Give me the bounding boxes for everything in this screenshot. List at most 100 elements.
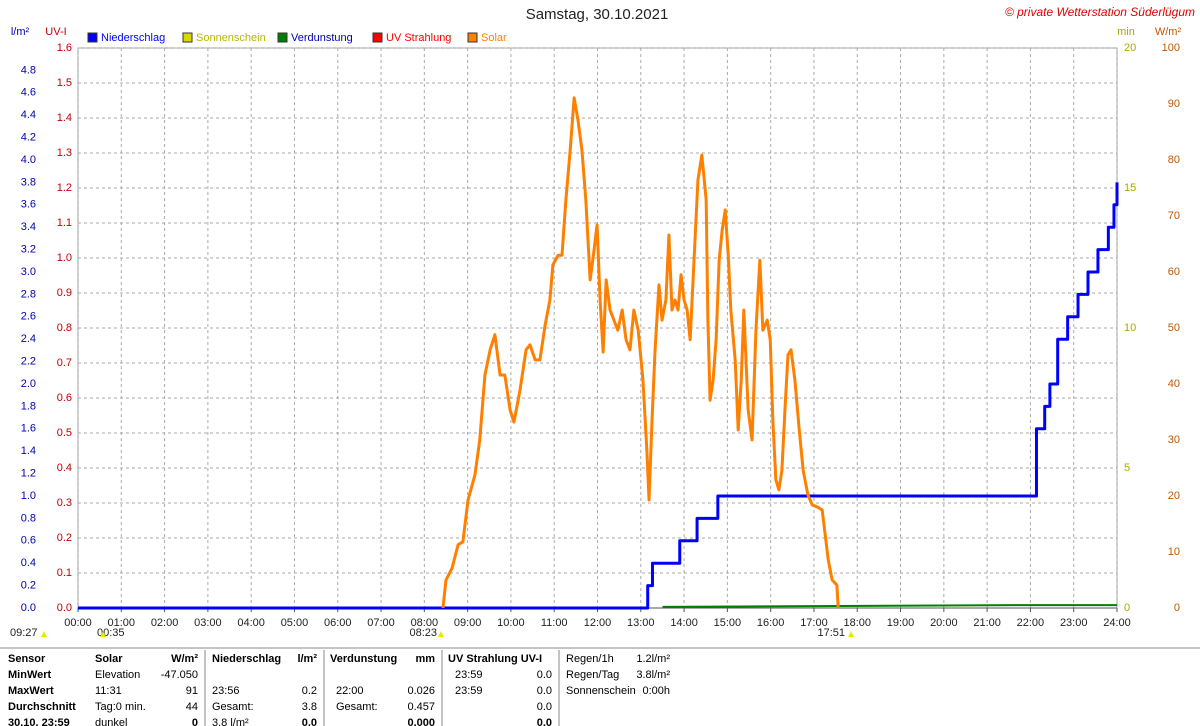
table-header: Sensor — [8, 653, 46, 665]
legend-label: Niederschlag — [101, 32, 165, 44]
y-tick-label: 60 — [1168, 266, 1180, 278]
y-tick-label: 1.4 — [57, 112, 72, 124]
table-cell: MinWert — [8, 669, 52, 681]
y-tick-label: 1.2 — [21, 468, 36, 480]
side-label: Regen/1h — [566, 653, 614, 665]
side-label: Sonnenschein — [566, 685, 636, 697]
x-tick-label: 03:00 — [194, 617, 222, 629]
axis-unit: W/m² — [1155, 26, 1182, 38]
y-tick-label: 0.0 — [21, 602, 36, 614]
legend-label: Solar — [481, 32, 507, 44]
time-annotation: 00:35 — [97, 627, 125, 639]
x-tick-label: 22:00 — [1017, 617, 1045, 629]
legend-swatch — [372, 32, 383, 43]
y-tick-label: 0 — [1174, 602, 1180, 614]
y-tick-label: 0.4 — [57, 462, 72, 474]
table-header: Niederschlag — [212, 653, 281, 665]
x-tick-label: 12:00 — [584, 617, 612, 629]
table-header: Solar — [95, 653, 123, 665]
y-tick-label: 4.2 — [21, 132, 36, 144]
table-cell: Gesamt: — [212, 701, 254, 713]
y-tick-label: 1.3 — [57, 147, 72, 159]
y-tick-label: 3.6 — [21, 199, 36, 211]
time-annotation: 17:51 — [817, 627, 845, 639]
table-cell: 0.0 — [537, 685, 552, 697]
table-cell: 0 — [192, 717, 198, 726]
table-cell: 0.0 — [302, 717, 317, 726]
sun-marker — [100, 631, 106, 637]
x-tick-label: 23:00 — [1060, 617, 1088, 629]
table-cell: 0.0 — [537, 701, 552, 713]
y-tick-label: 1.8 — [21, 400, 36, 412]
side-value: 0:00h — [642, 685, 670, 697]
x-tick-label: 07:00 — [367, 617, 395, 629]
table-cell: 0.0 — [537, 717, 552, 726]
y-tick-label: 50 — [1168, 322, 1180, 334]
x-tick-label: 19:00 — [887, 617, 915, 629]
y-tick-label: 0.4 — [21, 557, 36, 569]
y-tick-label: 10 — [1168, 546, 1180, 558]
y-tick-label: 0.1 — [57, 567, 72, 579]
sun-marker — [848, 631, 854, 637]
series-line — [662, 604, 1117, 608]
sun-marker — [41, 631, 47, 637]
x-tick-label: 04:00 — [237, 617, 265, 629]
x-tick-label: 10:00 — [497, 617, 525, 629]
y-tick-label: 1.0 — [57, 252, 72, 264]
x-tick-label: 11:00 — [541, 617, 568, 629]
time-annotation: 09:27 — [10, 627, 38, 639]
table-cell: 3.8 — [302, 701, 317, 713]
x-tick-label: 01:00 — [108, 617, 136, 629]
y-tick-label: 4.6 — [21, 87, 36, 99]
y-tick-label: 0.7 — [57, 357, 72, 369]
x-tick-label: 24:00 — [1103, 617, 1131, 629]
y-tick-label: 2.2 — [21, 356, 36, 368]
y-tick-label: 1.6 — [57, 42, 72, 54]
table-cell: 44 — [186, 701, 198, 713]
y-tick-label: 90 — [1168, 98, 1180, 110]
table-cell: 0.000 — [407, 717, 435, 726]
y-tick-label: 0.6 — [57, 392, 72, 404]
table-separators — [204, 650, 560, 726]
y-tick-label: 20 — [1124, 42, 1136, 54]
y-tick-label: 70 — [1168, 210, 1180, 222]
x-tick-label: 05:00 — [281, 617, 309, 629]
legend-label: Verdunstung — [291, 32, 353, 44]
table-header: Verdunstung — [330, 653, 397, 665]
y-tick-label: 1.5 — [57, 77, 72, 89]
table-cell: Tag:0 min. — [95, 701, 146, 713]
y-tick-label: 0.0 — [57, 602, 72, 614]
series-line — [441, 96, 840, 609]
y-tick-label: 1.2 — [57, 182, 72, 194]
y-tick-label: 3.0 — [21, 266, 36, 278]
y-tick-label: 1.4 — [21, 445, 36, 457]
x-tick-label: 06:00 — [324, 617, 352, 629]
y-tick-label: 4.4 — [21, 109, 36, 121]
axis-unit: l/m² — [11, 26, 30, 38]
y-tick-label: 4.0 — [21, 154, 36, 166]
x-tick-label: 14:00 — [670, 617, 698, 629]
legend-swatch — [277, 32, 288, 43]
table-header: UV Strahlung UV-I — [448, 653, 542, 665]
y-tick-label: 30 — [1168, 434, 1180, 446]
side-value: 1.2l/m² — [636, 653, 670, 665]
table-cell: 30.10. 23:59 — [8, 717, 70, 726]
table-cell: 0.0 — [537, 669, 552, 681]
y-tick-label: 2.4 — [21, 333, 36, 345]
y-tick-label: 0.3 — [57, 497, 72, 509]
table-cell: Durchschnitt — [8, 701, 76, 713]
x-tick-label: 00:00 — [64, 617, 92, 629]
x-tick-label: 16:00 — [757, 617, 785, 629]
table-cell: 0.026 — [407, 685, 435, 697]
legend-swatch — [87, 32, 98, 43]
y-tick-label: 3.4 — [21, 221, 36, 233]
axis-unit: UV-I — [45, 26, 66, 38]
time-annotation: 08:23 — [409, 627, 437, 639]
y-tick-label: 100 — [1162, 42, 1180, 54]
x-tick-label: 09:00 — [454, 617, 482, 629]
y-tick-label: 2.0 — [21, 378, 36, 390]
x-tick-label: 08:00 — [411, 617, 439, 629]
x-tick-label: 18:00 — [843, 617, 871, 629]
table-cell: Gesamt: — [336, 701, 378, 713]
